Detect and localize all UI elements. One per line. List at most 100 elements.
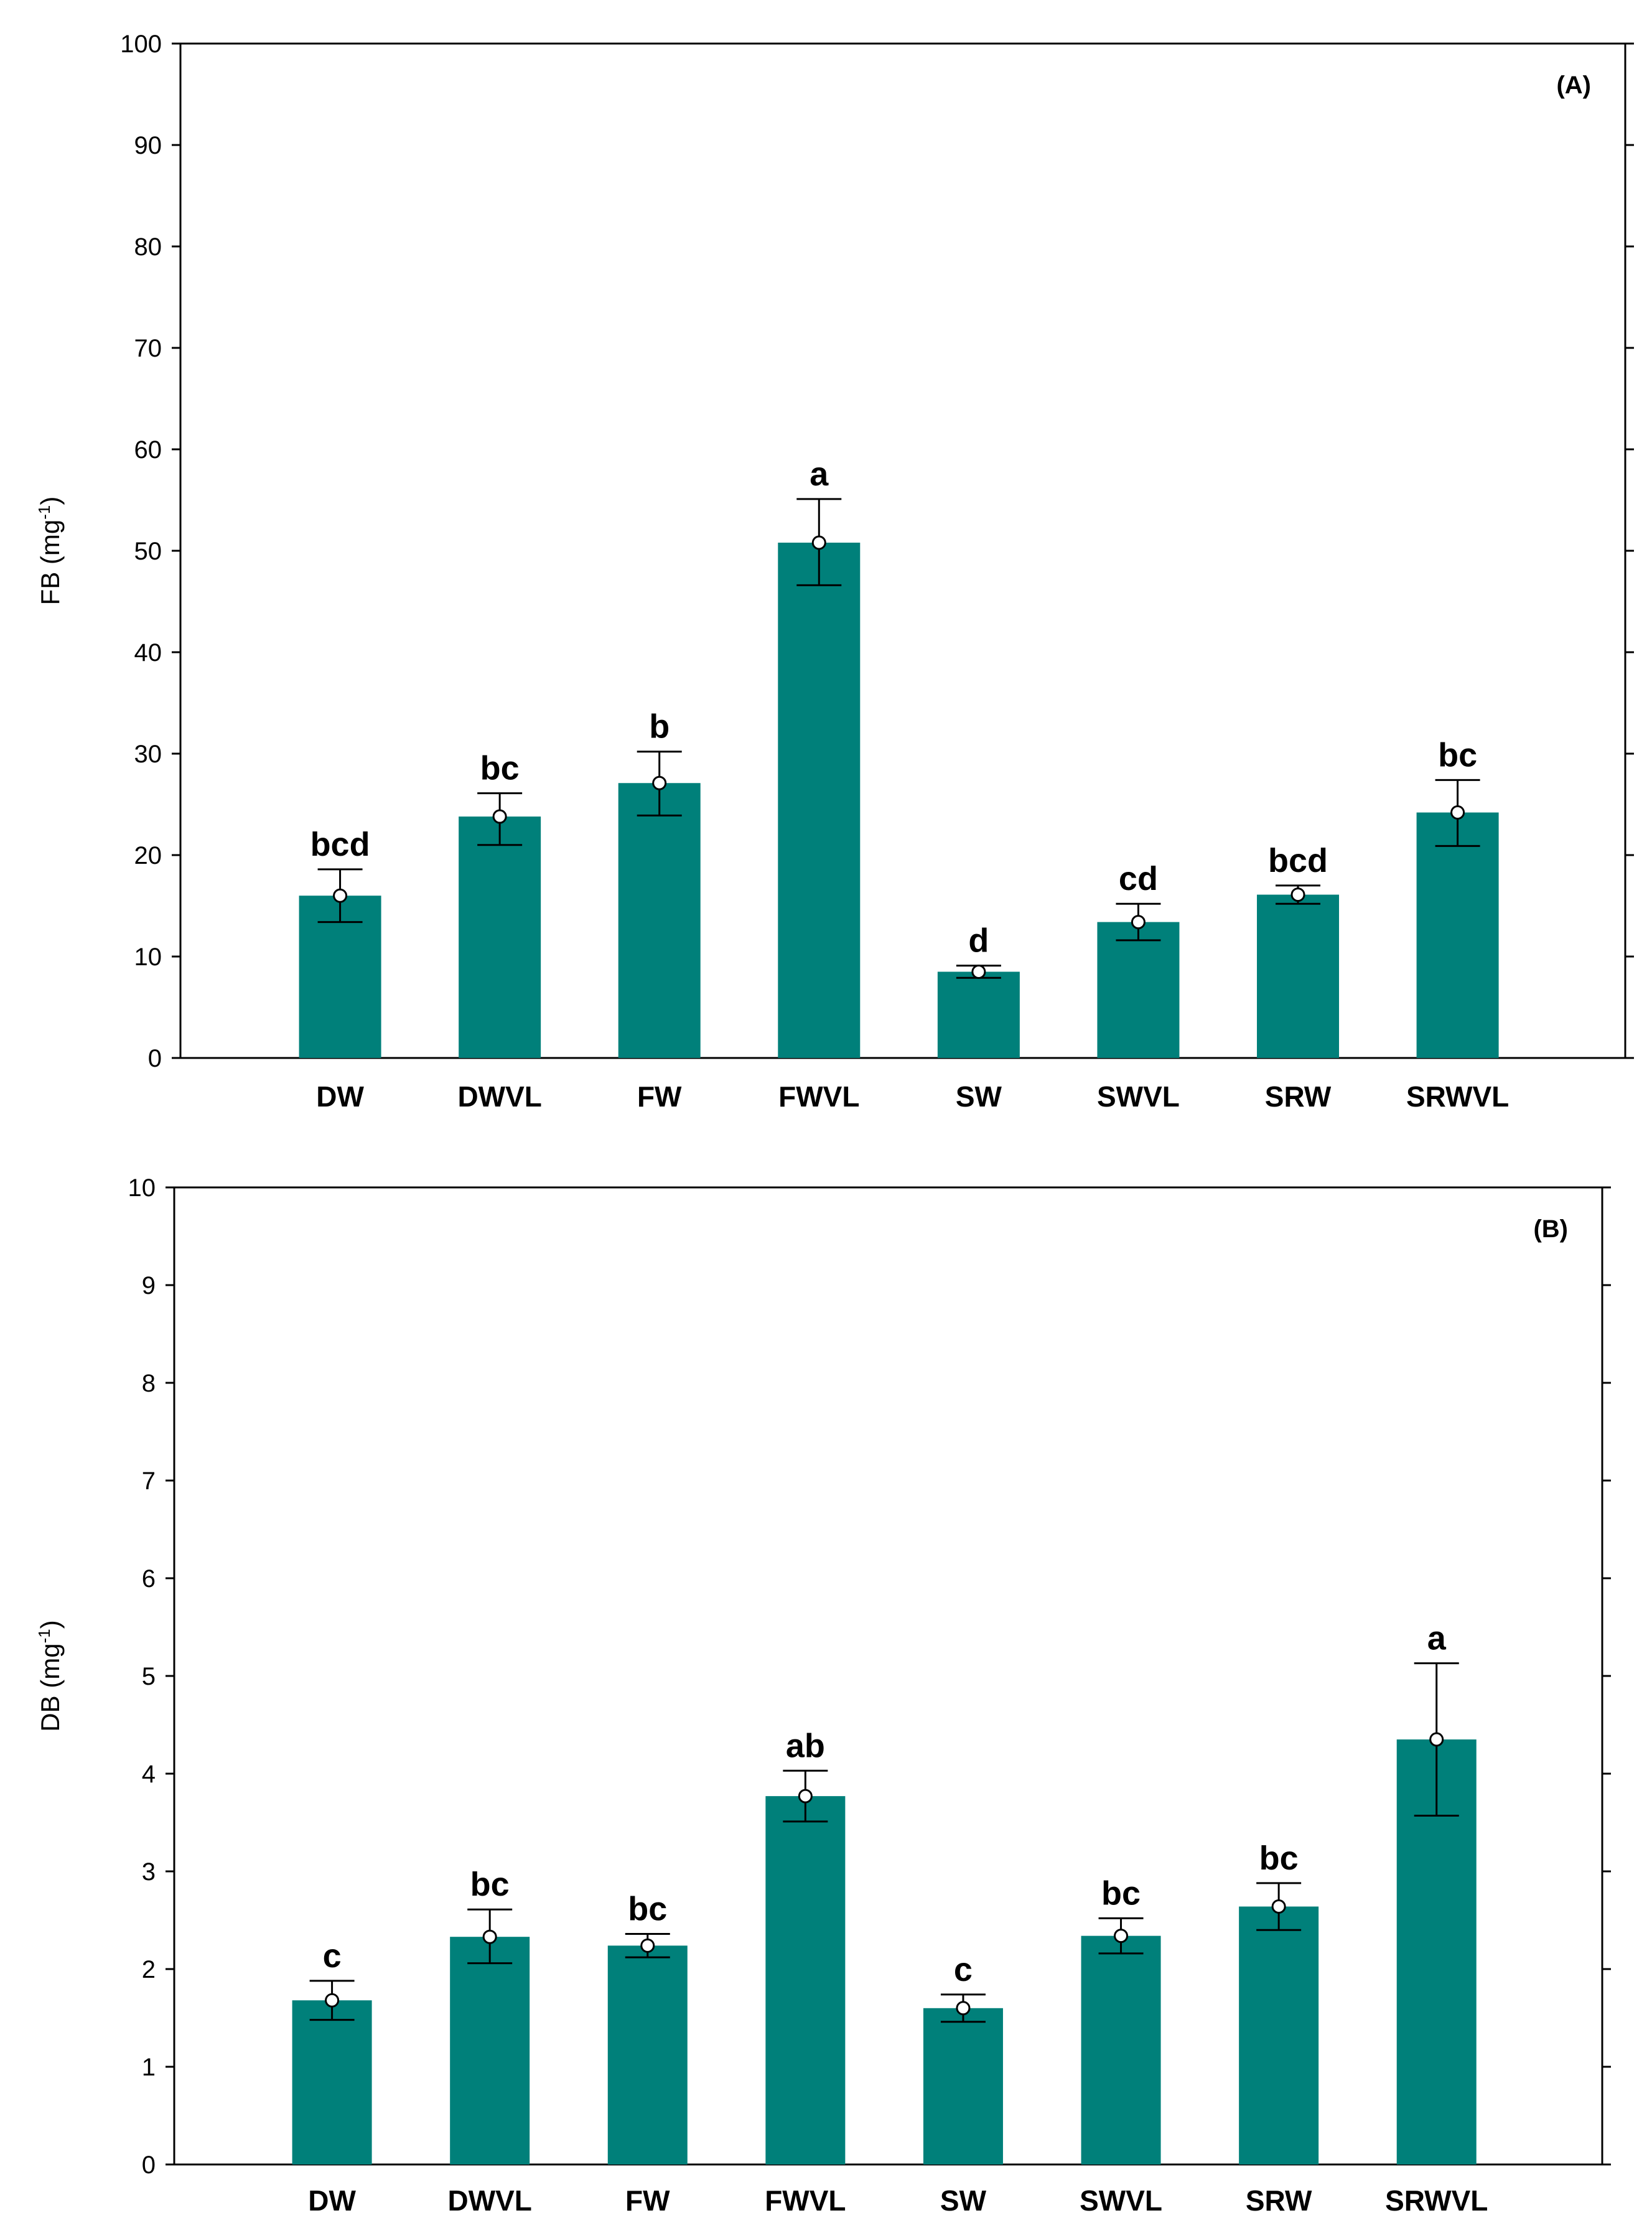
x-tick-label: SW	[940, 2184, 987, 2217]
y-tick-label: 8	[142, 1370, 156, 1397]
x-tick-label: SRW	[1265, 1080, 1332, 1113]
bar	[765, 1796, 846, 2164]
y-axis: 0 1 2 3 4 5 6 7 8 9 10	[128, 1174, 1611, 2179]
bar	[1239, 1906, 1319, 2164]
y-axis-label: FB (mg-1)	[35, 497, 65, 606]
mean-marker	[652, 775, 667, 790]
bar	[1257, 894, 1340, 1058]
y-tick-label: 4	[142, 1761, 156, 1788]
y-tick-label: 3	[142, 1858, 156, 1886]
bar-series: bcd bc b a d cd bcd bc	[299, 456, 1499, 1058]
y-tick-label: 80	[134, 233, 162, 261]
mean-marker	[482, 1929, 497, 1944]
panel-label: (B)	[1533, 1215, 1568, 1243]
significance-letter: bc	[1438, 736, 1477, 774]
y-tick-label: 20	[134, 842, 162, 869]
significance-letter: a	[810, 456, 829, 493]
x-tick-label: SWVL	[1080, 2184, 1162, 2217]
panel-label: (A)	[1556, 72, 1591, 99]
y-axis-label-main: DB (mg	[35, 1643, 65, 1731]
panel-b: 0 1 2 3 4 5 6 7 8 9 10 c bc bc ab c bc bc a DW DWVL FW FWVL S…	[35, 1174, 1611, 2217]
significance-letter: ab	[786, 1727, 825, 1764]
y-tick-label: 90	[134, 132, 162, 159]
bar	[778, 542, 861, 1058]
mean-marker	[492, 809, 507, 824]
mean-marker	[1450, 805, 1465, 820]
significance-letter: c	[323, 1937, 342, 1975]
x-tick-label: FWVL	[778, 1080, 859, 1113]
x-tick-label: SW	[956, 1080, 1002, 1113]
bar	[618, 783, 701, 1058]
y-tick-label: 40	[134, 639, 162, 667]
y-tick-label: 6	[142, 1565, 156, 1593]
x-tick-label: SRW	[1246, 2184, 1312, 2217]
y-tick-label: 0	[148, 1045, 162, 1072]
mean-marker	[1429, 1732, 1444, 1747]
y-axis-label-close: )	[35, 1620, 65, 1629]
mean-marker	[956, 2001, 971, 2016]
significance-letter: d	[968, 922, 989, 960]
y-tick-label: 7	[142, 1467, 156, 1495]
mean-marker	[798, 1789, 813, 1804]
significance-letter: bcd	[310, 826, 370, 863]
y-tick-label: 5	[142, 1663, 156, 1690]
x-tick-label: FWVL	[765, 2184, 846, 2217]
significance-letter: bc	[1259, 1840, 1299, 1877]
bar	[450, 1937, 530, 2164]
significance-letter: cd	[1119, 860, 1158, 897]
y-axis-label-sup: -1	[35, 505, 54, 520]
significance-letter: bc	[628, 1890, 667, 1927]
panel-a: 0 10 20 30 40 50 60 70 80 90 100 bcd bc b a d cd bcd bc D…	[35, 30, 1634, 1113]
bar	[923, 2008, 1003, 2164]
mean-marker	[1290, 887, 1305, 902]
bar	[1097, 922, 1180, 1058]
x-tick-label: DWVL	[447, 2184, 531, 2217]
significance-letter: c	[954, 1951, 973, 1988]
x-tick-label: DW	[316, 1080, 364, 1113]
y-tick-label: 1	[142, 2054, 156, 2081]
significance-letter: bcd	[1268, 842, 1328, 879]
mean-marker	[333, 888, 348, 903]
x-tick-label: SWVL	[1097, 1080, 1180, 1113]
mean-marker	[325, 1993, 340, 2008]
bar	[607, 1945, 688, 2164]
significance-letter: a	[1427, 1620, 1447, 1657]
y-tick-label: 30	[134, 741, 162, 768]
significance-letter: bc	[480, 750, 520, 787]
bar	[292, 2000, 372, 2164]
y-tick-label: 2	[142, 1956, 156, 1983]
mean-marker	[1131, 915, 1146, 930]
y-tick-label: 9	[142, 1272, 156, 1299]
bar	[1081, 1935, 1161, 2164]
significance-letter: b	[649, 708, 670, 746]
x-axis: DW DWVL FW FWVL SW SWVL SRW SRWVL	[316, 1080, 1509, 1113]
x-tick-label: DWVL	[457, 1080, 541, 1113]
x-tick-label: SRWVL	[1406, 1080, 1509, 1113]
plot-frame	[173, 1186, 1603, 2166]
y-tick-label: 0	[142, 2151, 156, 2179]
x-tick-label: FW	[625, 2184, 670, 2217]
mean-marker	[1271, 1899, 1286, 1914]
y-axis-label: DB (mg-1)	[35, 1620, 65, 1731]
x-axis: DW DWVL FW FWVL SW SWVL SRW SRWVL	[308, 2184, 1488, 2217]
y-tick-label: 10	[128, 1174, 156, 1202]
y-axis-label-main: FB (mg	[35, 520, 65, 606]
x-tick-label: DW	[308, 2184, 356, 2217]
mean-marker	[640, 1938, 655, 1953]
mean-marker	[1114, 1929, 1129, 1944]
mean-marker	[971, 964, 986, 979]
x-tick-label: FW	[637, 1080, 682, 1113]
bar-series: c bc bc ab c bc bc a	[292, 1620, 1477, 2164]
y-axis-label-close: )	[35, 497, 65, 505]
bar	[1416, 812, 1499, 1058]
y-axis-label-sup: -1	[35, 1629, 54, 1643]
y-tick-label: 50	[134, 538, 162, 565]
mean-marker	[811, 535, 826, 550]
significance-letter: bc	[1101, 1874, 1141, 1912]
bar	[937, 971, 1020, 1058]
y-axis: 0 10 20 30 40 50 60 70 80 90 100	[120, 30, 1634, 1072]
y-tick-label: 60	[134, 436, 162, 464]
bar	[459, 817, 541, 1058]
y-tick-label: 100	[120, 30, 162, 58]
